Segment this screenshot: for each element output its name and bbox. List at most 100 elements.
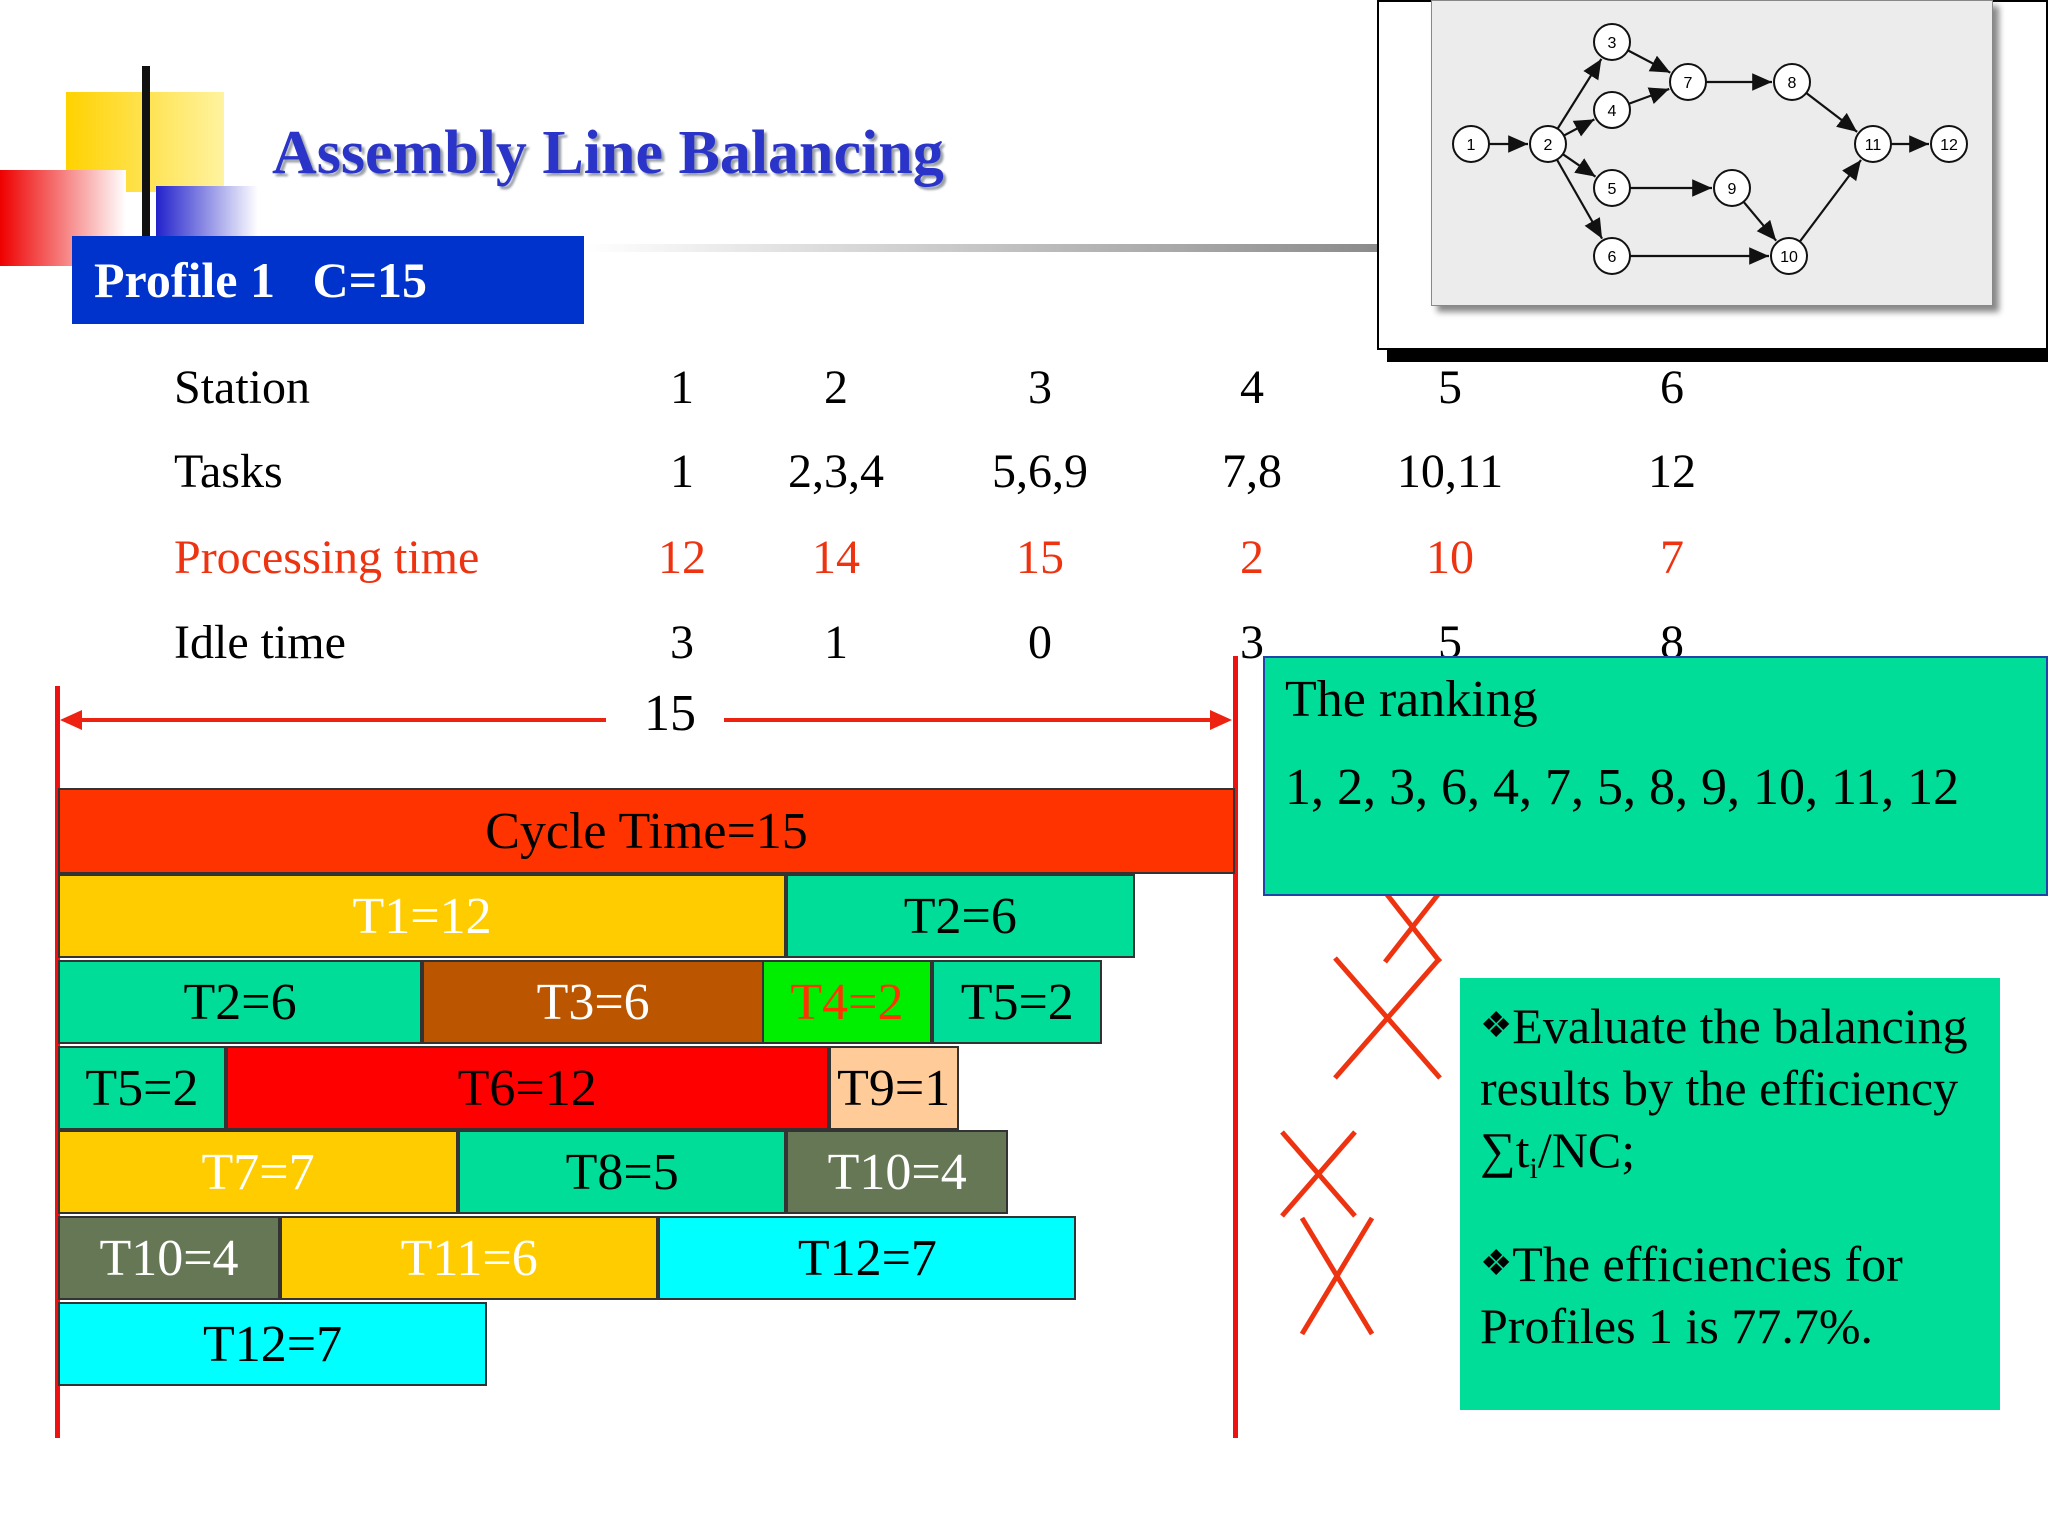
station-cell: 1 (670, 361, 694, 414)
station-cell: 4 (1240, 361, 1264, 414)
task-bar: T12=7 (58, 1302, 488, 1386)
station-cell: 5 (1438, 361, 1462, 414)
tasks-cell: 7,8 (1222, 445, 1282, 498)
task-bar: T2=6 (58, 960, 423, 1044)
profile-label: Profile 1 C=15 (72, 236, 584, 324)
precedence-arrow (1563, 118, 1595, 137)
sigma-symbol: ∑t (1480, 1122, 1530, 1178)
task-bar: T2=6 (786, 874, 1135, 958)
idle-time-cell: 3 (670, 616, 694, 669)
station-cell: 2 (824, 361, 848, 414)
network-node: 5 (1593, 169, 1631, 207)
timeline-cycle-line (1233, 656, 1238, 1438)
cycle-time-bar: Cycle Time=15 (58, 788, 1235, 874)
tasks-cell: 5,6,9 (992, 445, 1088, 498)
processing-time-cell: 15 (1016, 531, 1064, 584)
svg-text:11: 11 (1865, 137, 1882, 154)
svg-text:1: 1 (1467, 137, 1476, 154)
task-bar: T8=5 (458, 1130, 787, 1214)
span-arrow (60, 710, 1232, 730)
network-node: 2 (1529, 125, 1567, 163)
title-rule (584, 244, 1384, 252)
timeline-start-line (55, 686, 60, 1438)
evaluation-text-a: Evaluate the balancing results by the ef… (1480, 998, 1968, 1116)
evaluation-bullet-1: ❖Evaluate the balancing results by the e… (1480, 994, 1980, 1200)
svg-text:10: 10 (1780, 249, 1798, 266)
task-bar: T9=1 (828, 1046, 959, 1130)
processing-time-cell: 7 (1660, 531, 1684, 584)
network-node: 9 (1713, 169, 1751, 207)
svg-text:8: 8 (1788, 75, 1797, 92)
processing-time-cell: 10 (1426, 531, 1474, 584)
span-label: 15 (644, 685, 696, 742)
task-bar: T12=7 (658, 1216, 1077, 1300)
network-node: 1 (1452, 125, 1490, 163)
svg-text:5: 5 (1608, 181, 1617, 198)
network-node: 10 (1770, 237, 1808, 275)
network-node: 8 (1773, 63, 1811, 101)
evaluation-text-b: /NC; (1537, 1122, 1636, 1178)
station-cell: 6 (1660, 361, 1684, 414)
processing-time-cell: 12 (658, 531, 706, 584)
network-node: 4 (1593, 91, 1631, 129)
slide-title: Assembly Line Balancing (272, 119, 944, 187)
svg-text:9: 9 (1728, 181, 1737, 198)
row-label-station: Station (174, 361, 311, 414)
tasks-cell: 2,3,4 (788, 445, 884, 498)
task-bar: T3=6 (422, 960, 765, 1044)
logo-bar-black (142, 66, 150, 238)
task-bar: T5=2 (58, 1046, 226, 1130)
processing-time-cell: 14 (812, 531, 860, 584)
evaluation-callout: ❖Evaluate the balancing results by the e… (1460, 978, 2000, 1410)
tasks-cell: 1 (670, 445, 694, 498)
tasks-cell: 10,11 (1396, 445, 1504, 498)
row-label-idle-time: Idle time (174, 616, 346, 669)
svg-text:4: 4 (1608, 103, 1617, 120)
network-node: 7 (1669, 63, 1707, 101)
task-bar: T11=6 (280, 1216, 659, 1300)
row-label-tasks: Tasks (174, 445, 283, 498)
ranking-title: The ranking (1285, 671, 1538, 728)
network-node: 12 (1930, 125, 1968, 163)
processing-time-cell: 2 (1240, 531, 1264, 584)
task-bar: T10=4 (786, 1130, 1009, 1214)
precedence-arrow (1805, 92, 1858, 133)
cross-mark (1383, 890, 1442, 964)
task-bar: T5=2 (932, 960, 1103, 1044)
precedence-arrow (1628, 87, 1670, 105)
cross-mark (1299, 1216, 1375, 1336)
ranking-sequence: 1, 2, 3, 6, 4, 7, 5, 8, 9, 10, 11, 12 (1285, 759, 1960, 816)
station-cell: 3 (1028, 361, 1052, 414)
network-node: 6 (1593, 237, 1631, 275)
ranking-callout: The ranking 1, 2, 3, 6, 4, 7, 5, 8, 9, 1… (1263, 656, 2048, 896)
precedence-arrow (1556, 58, 1603, 130)
task-bar: T7=7 (58, 1130, 459, 1214)
diamond-bullet-icon: ❖ (1480, 1243, 1513, 1283)
task-bar: T1=12 (58, 874, 787, 958)
cross-mark (1333, 956, 1442, 1080)
diamond-bullet-icon: ❖ (1480, 1005, 1513, 1045)
evaluation-bullet-2: ❖The efficiencies for Profiles 1 is 77.7… (1480, 1232, 1980, 1357)
task-bar: T4=2 (761, 960, 933, 1044)
svg-text:3: 3 (1608, 35, 1617, 52)
precedence-arrow (1555, 159, 1604, 240)
precedence-arrow (1742, 201, 1777, 242)
evaluation-text-2: The efficiencies for Profiles 1 is 77.7%… (1480, 1236, 1903, 1354)
precedence-arrow (1562, 153, 1597, 178)
network-node: 11 (1854, 125, 1892, 163)
idle-time-cell: 1 (824, 616, 848, 669)
cross-mark (1280, 1130, 1357, 1218)
precedence-arrow (1798, 159, 1862, 243)
task-bar: T6=12 (225, 1046, 829, 1130)
tasks-cell: 12 (1648, 445, 1696, 498)
svg-text:7: 7 (1684, 75, 1693, 92)
task-bar: T10=4 (58, 1216, 281, 1300)
row-label-processing-time: Processing time (174, 531, 480, 584)
svg-text:2: 2 (1544, 137, 1553, 154)
logo-square-blue (156, 186, 258, 236)
network-node: 3 (1593, 23, 1631, 61)
svg-text:12: 12 (1940, 137, 1958, 154)
svg-text:6: 6 (1608, 249, 1617, 266)
idle-time-cell: 3 (1240, 616, 1264, 669)
precedence-arrow (1627, 49, 1671, 74)
